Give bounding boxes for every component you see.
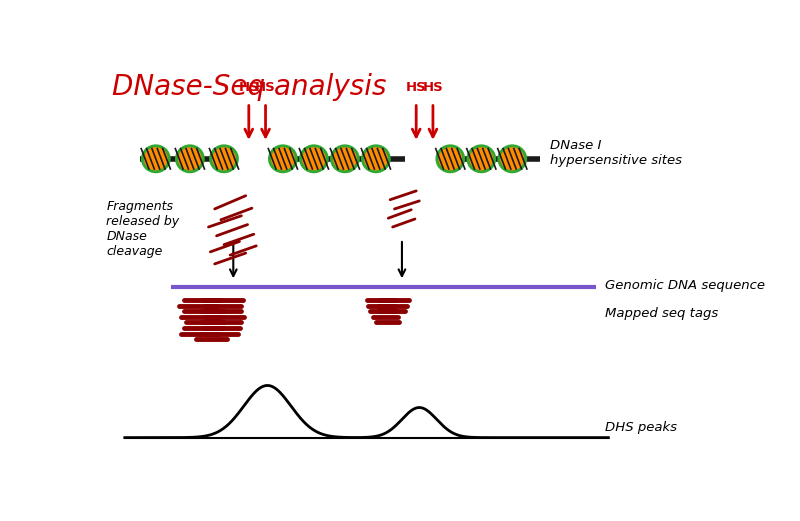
Ellipse shape [435,144,465,173]
Ellipse shape [361,144,390,173]
Ellipse shape [212,147,236,170]
Ellipse shape [470,147,494,170]
Ellipse shape [330,144,360,173]
Ellipse shape [364,147,388,170]
Text: Fragments
released by
DNase
cleavage: Fragments released by DNase cleavage [106,200,179,258]
Ellipse shape [175,144,205,173]
Ellipse shape [302,147,326,170]
Ellipse shape [144,147,168,170]
Ellipse shape [498,144,527,173]
Ellipse shape [466,144,496,173]
Text: DNase I
hypersensitive sites: DNase I hypersensitive sites [550,139,682,167]
Text: DNase-Seq analysis: DNase-Seq analysis [112,72,387,101]
Text: Mapped seq tags: Mapped seq tags [606,307,718,320]
Text: Genomic DNA sequence: Genomic DNA sequence [606,279,766,292]
Ellipse shape [333,147,357,170]
Text: HS: HS [238,81,259,94]
Ellipse shape [299,144,329,173]
Text: HS: HS [406,81,426,94]
Ellipse shape [141,144,170,173]
Ellipse shape [271,147,295,170]
Ellipse shape [500,147,524,170]
Text: HS: HS [422,81,443,94]
Ellipse shape [209,144,239,173]
Text: DHS peaks: DHS peaks [606,421,678,434]
Ellipse shape [438,147,462,170]
Text: HS: HS [255,81,276,94]
Ellipse shape [268,144,298,173]
Ellipse shape [178,147,202,170]
